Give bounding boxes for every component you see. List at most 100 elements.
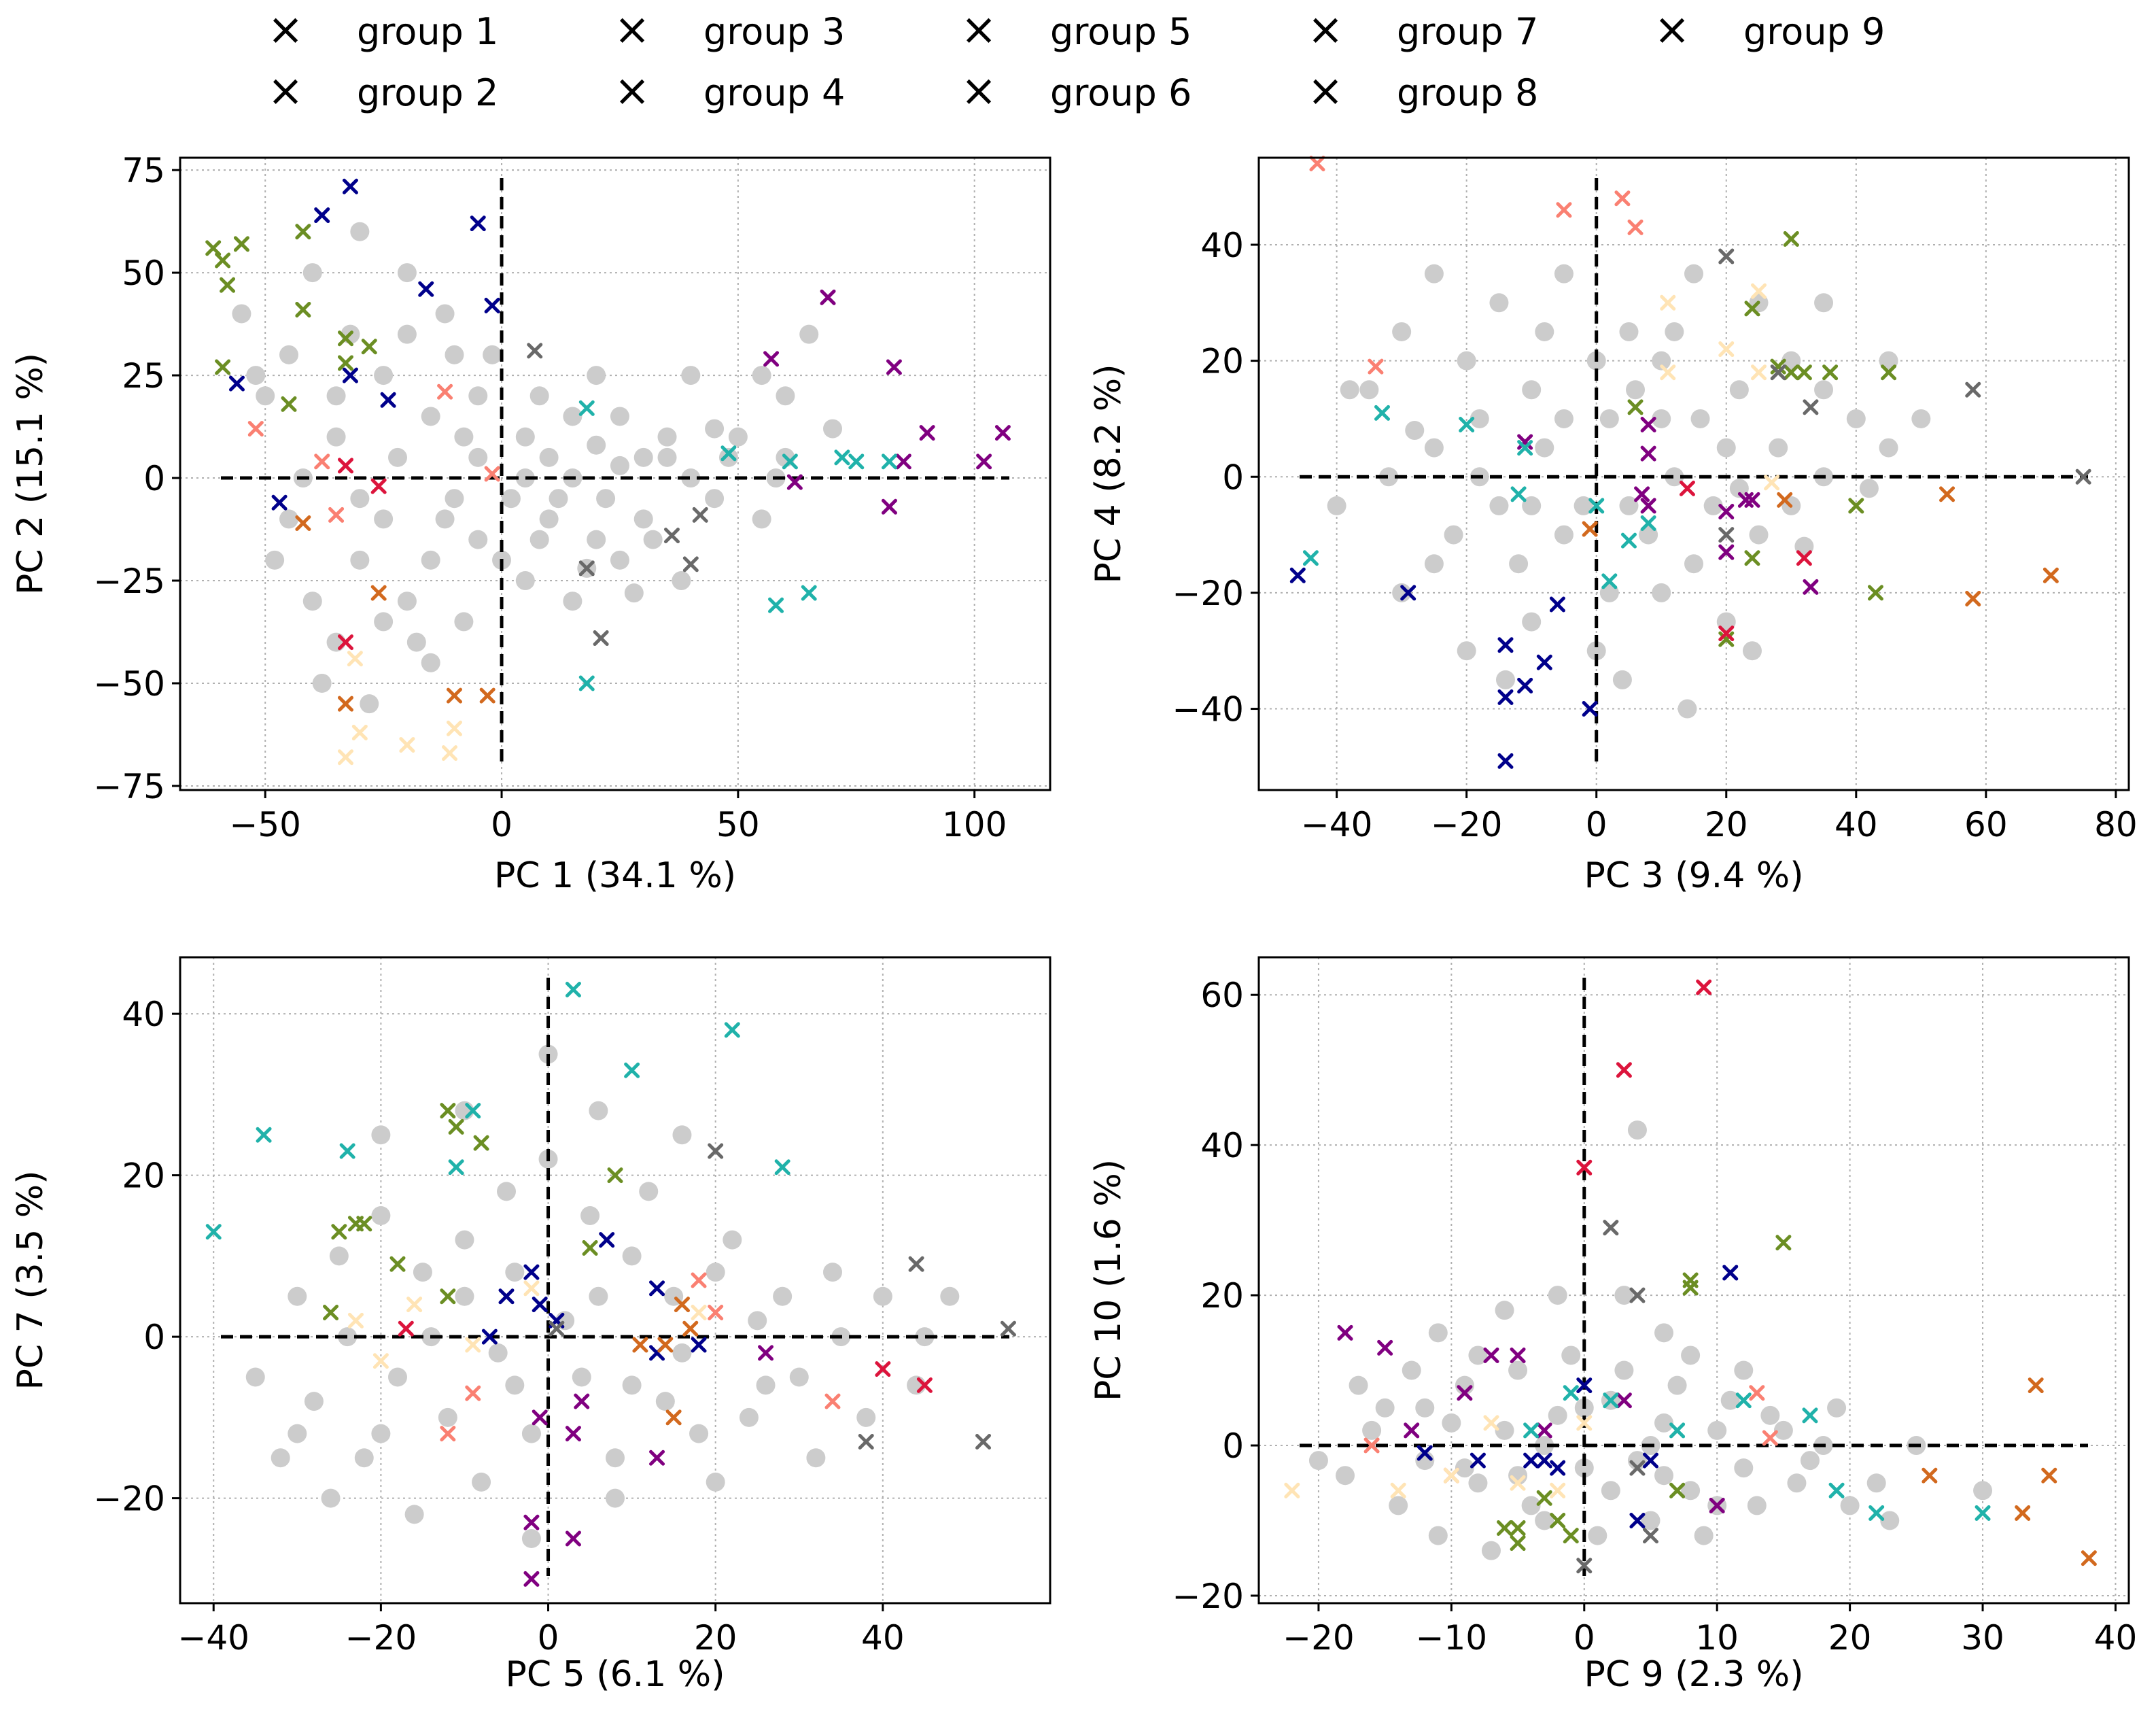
- series-group-9: [1922, 1377, 2097, 1566]
- point-group-2: [1601, 573, 1618, 589]
- point-group-6: [1679, 480, 1695, 496]
- background-point: [374, 612, 394, 632]
- x-tick-label: 30: [1961, 1618, 2004, 1658]
- background-point: [397, 324, 417, 344]
- background-point: [1375, 1398, 1395, 1418]
- background-point: [321, 1488, 341, 1508]
- point-group-4: [691, 1272, 707, 1288]
- point-group-7: [708, 1143, 724, 1159]
- point-group-9: [1582, 521, 1598, 537]
- scatter-plot-pc9-pc10: −20 −10 0 10 20 30 40 −20 0 20 40 60 PC 9 (2.3 %) PC …: [1088, 956, 2137, 1695]
- x-tick-label: 0: [538, 1618, 559, 1658]
- point-group-1: [1640, 445, 1656, 462]
- point-group-9: [2042, 567, 2059, 583]
- background-point: [1747, 1496, 1767, 1515]
- background-point: [1619, 496, 1639, 515]
- point-group-8: [1660, 294, 1676, 311]
- background-point: [360, 694, 379, 714]
- background-point: [435, 304, 455, 324]
- background-point: [1681, 1481, 1701, 1501]
- series-group-9: [295, 515, 495, 712]
- series-group-5: [323, 1103, 623, 1320]
- background-point: [1522, 380, 1542, 400]
- point-group-1: [1483, 1347, 1499, 1363]
- point-group-8: [1718, 341, 1735, 358]
- background-point: [1392, 322, 1412, 341]
- background-point: [501, 489, 521, 509]
- point-group-9: [295, 515, 311, 531]
- point-group-2: [834, 449, 850, 466]
- point-group-5: [1783, 230, 1799, 247]
- y-tick-label: 40: [122, 995, 165, 1034]
- background-point: [1554, 264, 1573, 284]
- point-group-7: [2075, 468, 2091, 485]
- point-group-6: [1616, 1062, 1632, 1078]
- background-point: [350, 550, 370, 570]
- background-point: [587, 530, 606, 549]
- background-point: [705, 419, 725, 439]
- point-group-5: [1510, 1520, 1526, 1537]
- point-group-2: [1302, 550, 1319, 566]
- point-group-8: [1751, 283, 1767, 299]
- point-group-1: [1744, 492, 1760, 508]
- point-group-2: [1669, 1422, 1686, 1439]
- point-group-5: [295, 224, 311, 240]
- legend-label-group-6: group 6: [1050, 71, 1192, 114]
- scatter-plot-pc3-pc4: −40 −20 0 20 40 60 80 −40 −20 0 20 40 PC 3 (9.4 %) PC…: [1088, 156, 2138, 896]
- background-point: [265, 550, 285, 570]
- background-point: [572, 1367, 591, 1387]
- background-point: [1866, 1473, 1886, 1493]
- point-group-6: [398, 1320, 414, 1337]
- point-group-2: [465, 1103, 481, 1119]
- background-point: [1489, 496, 1509, 515]
- background-point: [1424, 554, 1444, 574]
- point-group-5: [295, 301, 311, 318]
- point-group-4: [328, 507, 345, 523]
- point-group-2: [1588, 498, 1605, 514]
- background-point: [1911, 409, 1931, 428]
- background-point: [1428, 1323, 1448, 1343]
- background-point: [1769, 438, 1788, 458]
- point-group-9: [657, 1337, 674, 1353]
- point-group-8: [1443, 1467, 1459, 1484]
- background-point: [397, 263, 417, 283]
- background-point: [388, 447, 407, 467]
- background-point: [521, 1424, 541, 1443]
- background-point: [326, 386, 346, 406]
- point-group-9: [479, 687, 495, 704]
- background-point: [1402, 1360, 1421, 1380]
- background-point: [1509, 554, 1529, 574]
- y-axis-label: PC 10 (1.6 %): [1088, 1159, 1129, 1401]
- point-group-1: [976, 453, 992, 470]
- point-group-9: [370, 585, 387, 601]
- point-group-5: [1881, 364, 1897, 381]
- point-group-4: [247, 421, 264, 437]
- point-group-7: [692, 507, 708, 523]
- background-point: [587, 366, 606, 385]
- point-group-3: [1549, 596, 1565, 613]
- point-group-5: [281, 396, 297, 412]
- background-point: [624, 583, 644, 603]
- background-point: [455, 1286, 474, 1306]
- point-group-5: [1822, 364, 1839, 381]
- point-group-6: [916, 1377, 933, 1393]
- point-group-6: [1696, 979, 1712, 995]
- legend-marker-group-4: ×: [614, 66, 650, 116]
- background-point: [1392, 583, 1412, 602]
- point-group-1: [1536, 1422, 1552, 1439]
- point-group-5: [1550, 1512, 1566, 1528]
- point-group-5: [356, 1216, 372, 1232]
- point-group-2: [1802, 1407, 1818, 1424]
- background-point: [1574, 1458, 1594, 1478]
- y-tick-label: −20: [1172, 574, 1244, 613]
- background-points: [245, 1044, 960, 1548]
- series-group-7: [1718, 248, 2091, 543]
- background-point: [1535, 438, 1554, 458]
- point-group-1: [1640, 498, 1656, 514]
- background-point: [1521, 1496, 1541, 1515]
- background-point: [1588, 1526, 1607, 1545]
- background-point: [1814, 293, 1834, 313]
- background-point: [1760, 1405, 1780, 1425]
- legend-marker-group-3: ×: [614, 5, 650, 55]
- point-group-8: [337, 749, 353, 766]
